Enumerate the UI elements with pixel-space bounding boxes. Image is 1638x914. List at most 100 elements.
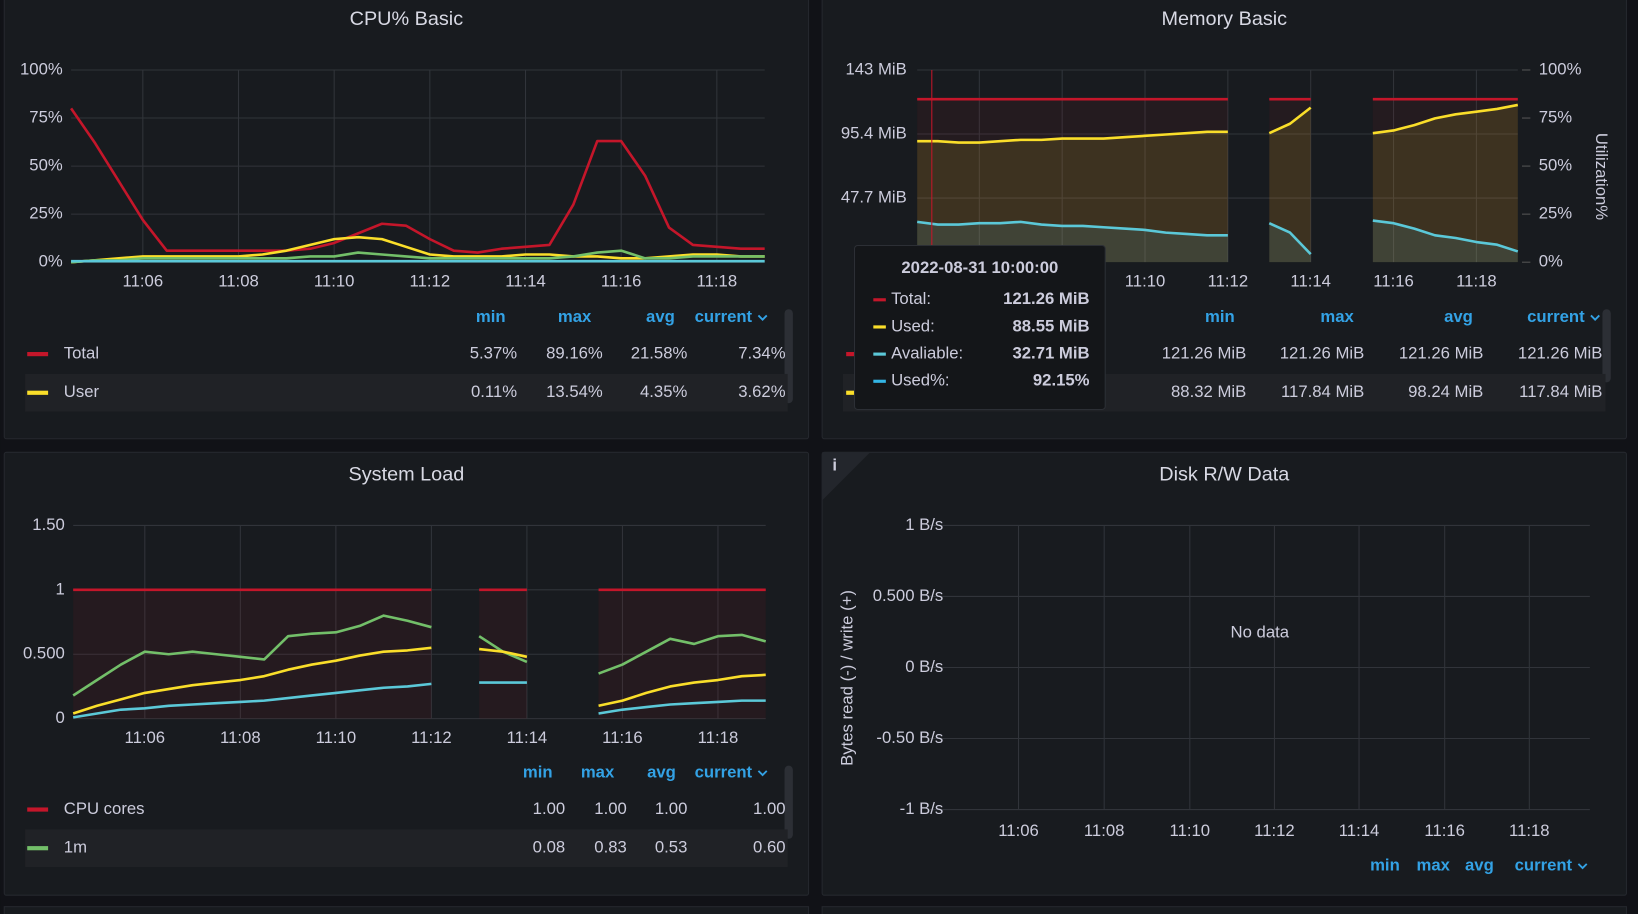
x-tick-label: 11:06 (998, 821, 1039, 840)
y-tick-label: 0 (56, 708, 65, 727)
tooltip-value: 32.71 MiB (1012, 344, 1089, 363)
legend-stat: 7.34% (738, 344, 786, 363)
y-axis-label: Bytes read (-) / write (+) (838, 590, 857, 766)
area (73, 589, 766, 719)
y-tick-label: 75% (29, 107, 63, 126)
legend-header: max (558, 307, 592, 326)
legend-stat: 0.53 (655, 838, 688, 857)
x-tick-label: 11:10 (314, 271, 355, 290)
panel (3, 451, 810, 896)
legend-stat: 98.24 MiB (1408, 382, 1483, 401)
sort-chevron (1590, 314, 1600, 321)
line (917, 219, 1519, 256)
x-tick-label: 11:18 (1509, 821, 1550, 840)
legend-stat: 117.84 MiB (1519, 382, 1602, 401)
legend-stat: 21.58% (631, 344, 688, 363)
tooltip-time: 2022-08-31 10:00:00 (901, 258, 1058, 277)
panel (3, 0, 810, 440)
y-tick-label: 1 B/s (905, 515, 943, 534)
legend-header: max (581, 762, 615, 781)
legend-stat: 121.26 MiB (1162, 344, 1247, 363)
x-tick-label: 11:12 (411, 728, 452, 747)
y-tick-label: -0.50 B/s (876, 728, 943, 747)
y-tick-label: 50% (29, 156, 63, 175)
x-tick-label: 11:16 (1424, 821, 1465, 840)
legend-header: avg (1444, 307, 1473, 326)
legend-stat: 5.37% (470, 344, 518, 363)
y-tick-label: 1 (56, 579, 65, 598)
legend-header: max (1320, 307, 1354, 326)
legend-header: min (523, 762, 553, 781)
panel (821, 906, 1627, 914)
tooltip-label: Total: (891, 289, 931, 308)
legend-swatch (27, 846, 49, 851)
legend-header: current (1515, 855, 1573, 874)
tooltip-label: Used%: (891, 371, 950, 390)
x-tick-label: 11:16 (602, 728, 643, 747)
area (917, 104, 1518, 263)
tooltip-box (853, 244, 1106, 410)
scrollbar (1602, 309, 1611, 383)
legend-swatch (27, 807, 49, 812)
y-tick-label: 100% (20, 59, 63, 78)
y2-tick-label: 75% (1539, 107, 1573, 126)
y-tick-label: 95.4 MiB (841, 123, 907, 142)
y-tick-label: 47.7 MiB (841, 187, 907, 206)
line (917, 103, 1519, 144)
legend-swatch (27, 352, 49, 357)
legend-header: current (695, 762, 753, 781)
x-tick-label: 11:14 (507, 728, 548, 747)
line (70, 249, 765, 264)
line (72, 646, 766, 715)
y-tick-label: 1.50 (32, 515, 65, 534)
x-tick-label: 11:16 (601, 271, 642, 290)
legend-header: min (1370, 855, 1400, 874)
y-tick-label: 0.500 (23, 644, 65, 663)
tooltip-value: 121.26 MiB (1003, 289, 1089, 308)
x-tick-label: 11:14 (1339, 821, 1380, 840)
line (72, 681, 766, 719)
x-tick-label: 11:08 (218, 271, 259, 290)
y2-tick-label: 25% (1539, 204, 1573, 223)
y2-tick-label: 50% (1539, 156, 1573, 175)
legend-header: current (695, 307, 753, 326)
tooltip-value: 88.55 MiB (1012, 316, 1089, 335)
legend-name: User (64, 382, 100, 401)
x-tick-label: 11:18 (697, 271, 738, 290)
legend-stat: 4.35% (640, 382, 688, 401)
x-tick-label: 11:08 (1084, 821, 1125, 840)
legend-stat: 0.08 (533, 838, 566, 857)
x-tick-label: 11:14 (1290, 271, 1331, 290)
y2-axis-label: Utilization% (1592, 133, 1611, 220)
legend-stat: 1.00 (533, 799, 566, 818)
tooltip-swatch (873, 298, 886, 302)
legend-name: 1m (64, 838, 87, 857)
panel-title: Memory Basic (1161, 8, 1287, 30)
legend-stat: 117.84 MiB (1281, 382, 1364, 401)
panel-title: System Load (349, 464, 465, 486)
legend-row-bg (25, 829, 788, 867)
x-tick-label: 11:10 (1170, 821, 1211, 840)
y-tick-label: 143 MiB (845, 59, 906, 78)
legend-stat: 3.62% (738, 382, 786, 401)
legend-name: Total (64, 344, 99, 363)
legend-name: CPU cores (64, 799, 145, 818)
legend-header: min (1205, 307, 1235, 326)
area (917, 99, 1518, 263)
legend-stat: 1.00 (594, 799, 627, 818)
tooltip-value: 92.15% (1033, 371, 1090, 390)
y-tick-label: 0 B/s (905, 657, 943, 676)
panel (3, 906, 810, 914)
legend-header: current (1527, 307, 1585, 326)
legend-header: avg (647, 762, 676, 781)
tooltip-swatch (873, 379, 886, 383)
x-tick-label: 11:12 (1208, 271, 1249, 290)
legend-stat: 121.26 MiB (1280, 344, 1364, 363)
tooltip-label: Used: (891, 316, 935, 335)
tooltip-swatch (873, 352, 886, 356)
sort-chevron (757, 770, 768, 777)
info-corner (822, 452, 871, 501)
legend-stat: 1.00 (655, 799, 688, 818)
